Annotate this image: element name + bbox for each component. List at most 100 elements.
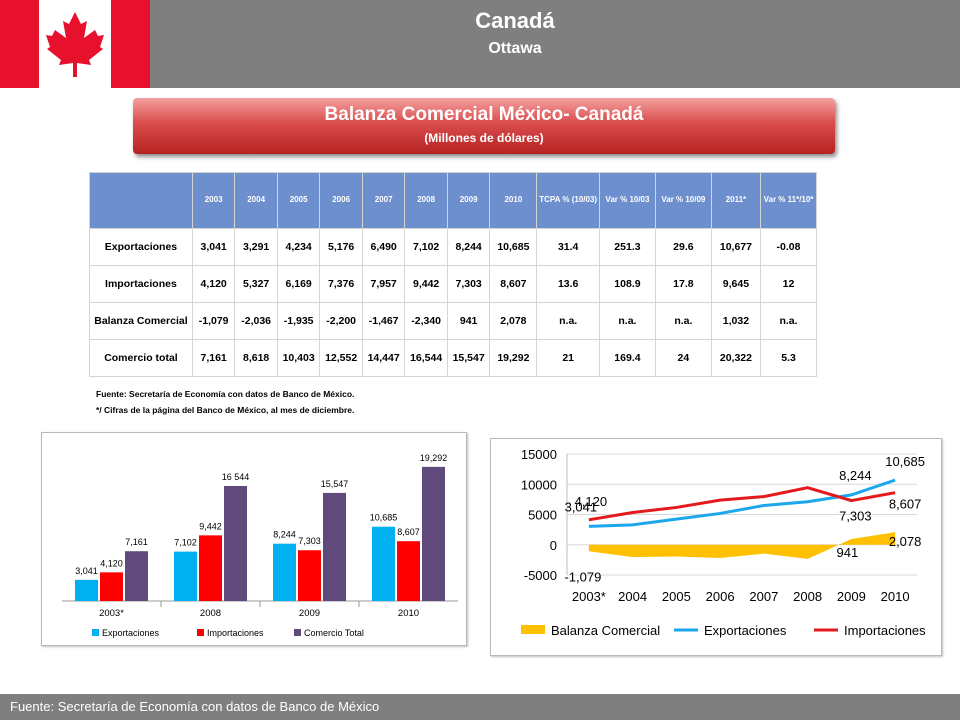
bar-exportaciones	[372, 526, 395, 601]
source-note: Fuente: Secretaría de Economía con datos…	[96, 389, 355, 399]
x-tick-label: 2009	[299, 608, 320, 619]
x-tick-label: 2004	[618, 589, 647, 604]
line-exportaciones	[588, 478, 896, 528]
x-tick-label: 2008	[793, 589, 822, 604]
table-cell: n.a.	[760, 302, 817, 340]
table-cell: 10,403	[276, 339, 321, 377]
bar-comercio-total	[323, 492, 346, 601]
table-cell: 7,161	[191, 339, 236, 377]
line-chart-panel: 15000 10000 5000 0 -5000 2003* 2004 2005 2006 200…	[490, 438, 942, 656]
header-bar: Canadá Ottawa	[0, 0, 960, 88]
table-row: Importaciones 4,120 5,327 6,169 7,376 7,957 9,…	[89, 265, 817, 303]
legend-swatch	[197, 629, 204, 636]
data-label: 2,078	[889, 534, 922, 549]
table-cell: 5.3	[760, 339, 817, 377]
legend-swatch	[521, 625, 545, 634]
table-cell: 8,607	[489, 265, 538, 303]
bar-comercio-total	[125, 551, 148, 601]
table-cell: 20,322	[710, 339, 762, 377]
legend-swatch	[92, 629, 99, 636]
bar-exportaciones	[75, 579, 98, 601]
table-cell: 108.9	[598, 265, 656, 303]
table-cell: 16,544	[404, 339, 448, 377]
table-header-cell: 2009	[446, 172, 491, 229]
table-cell: 14,447	[361, 339, 406, 377]
table-cell: 9,442	[404, 265, 448, 303]
y-tick-label: 15000	[521, 447, 557, 462]
table-header-cell: 2008	[404, 172, 448, 229]
table-row-label: Comercio total	[89, 339, 193, 377]
table-header-cell: 2010	[489, 172, 538, 229]
data-label: 16 544	[222, 472, 250, 482]
table-cell: -1,467	[361, 302, 406, 340]
bar-importaciones	[100, 572, 123, 601]
table-cell: n.a.	[536, 302, 600, 340]
table-header-cell: 2003	[191, 172, 236, 229]
table-cell: 2,078	[489, 302, 538, 340]
legend-label: Comercio Total	[304, 628, 364, 638]
table-cell: 5,176	[319, 228, 363, 266]
x-tick-label: 2010	[881, 589, 910, 604]
x-tick-label: 2007	[749, 589, 778, 604]
x-tick-label: 2003*	[99, 608, 124, 619]
table-header-cell: Var % 10/03	[598, 172, 656, 229]
table-cell: 29.6	[654, 228, 712, 266]
data-label: 7,303	[839, 509, 872, 524]
table-cell: -2,200	[319, 302, 363, 340]
table-cell: 8,618	[234, 339, 278, 377]
line-chart: 15000 10000 5000 0 -5000 2003* 2004 2005 2006 200…	[521, 447, 926, 638]
legend-label: Balanza Comercial	[551, 623, 660, 638]
table-row-label: Balanza Comercial	[89, 302, 193, 340]
table-cell: 12,552	[319, 339, 363, 377]
table-cell: 6,490	[361, 228, 406, 266]
table-cell: 21	[536, 339, 600, 377]
data-label: 3,041	[565, 499, 598, 514]
table-cell: 3,041	[191, 228, 236, 266]
asterisk-note: */ Cifras de la página del Banco de Méxi…	[96, 405, 355, 415]
table-cell: 24	[654, 339, 712, 377]
table-cell: 8,244	[446, 228, 491, 266]
data-label: 3,041	[75, 566, 98, 576]
data-label: 8,244	[273, 530, 296, 540]
data-label: 8,607	[397, 527, 420, 537]
data-label: 9,442	[199, 521, 222, 531]
bar-comercio-total	[422, 466, 445, 601]
table-header-cell: Var % 11*/10*	[760, 172, 817, 229]
table-header-cell	[89, 172, 193, 229]
bar-comercio-total	[224, 485, 247, 601]
bar-importaciones	[199, 535, 222, 601]
table-cell: 17.8	[654, 265, 712, 303]
x-tick-label: 2006	[706, 589, 735, 604]
table-cell: 4,234	[276, 228, 321, 266]
table-header-cell: 2007	[361, 172, 406, 229]
table-cell: 7,376	[319, 265, 363, 303]
footer-source: Fuente: Secretaría de Economía con datos…	[0, 694, 960, 720]
table-cell: 4,120	[191, 265, 236, 303]
table-cell: 31.4	[536, 228, 600, 266]
table-cell: 6,169	[276, 265, 321, 303]
table-cell: n.a.	[654, 302, 712, 340]
table-header-cell: Var % 10/09	[654, 172, 712, 229]
data-label: 941	[837, 545, 859, 560]
legend-label: Exportaciones	[704, 623, 787, 638]
data-label: 8,607	[889, 497, 922, 512]
country-title: Canadá	[475, 8, 555, 33]
line-importaciones	[588, 486, 896, 522]
title-banner: Balanza Comercial México- Canadá (Millon…	[133, 98, 835, 154]
x-tick-label: 2005	[662, 589, 691, 604]
x-tick-label: 2008	[200, 608, 221, 619]
table-row-label: Importaciones	[89, 265, 193, 303]
bar-importaciones	[298, 550, 321, 601]
trade-table: 2003 2004 2005 2006 2007 2008 2009 2010 …	[89, 172, 817, 377]
table-cell: -2,340	[404, 302, 448, 340]
table-cell: 169.4	[598, 339, 656, 377]
table-header-cell: 2004	[234, 172, 278, 229]
x-tick-label: 2010	[398, 608, 419, 619]
city-subtitle: Ottawa	[488, 40, 542, 57]
x-tick-label: 2009	[837, 589, 866, 604]
table-header-cell: 2011*	[710, 172, 762, 229]
page-title: Balanza Comercial México- Canadá	[324, 104, 644, 125]
table-cell: -2,036	[234, 302, 278, 340]
data-label: -1,079	[564, 569, 601, 584]
